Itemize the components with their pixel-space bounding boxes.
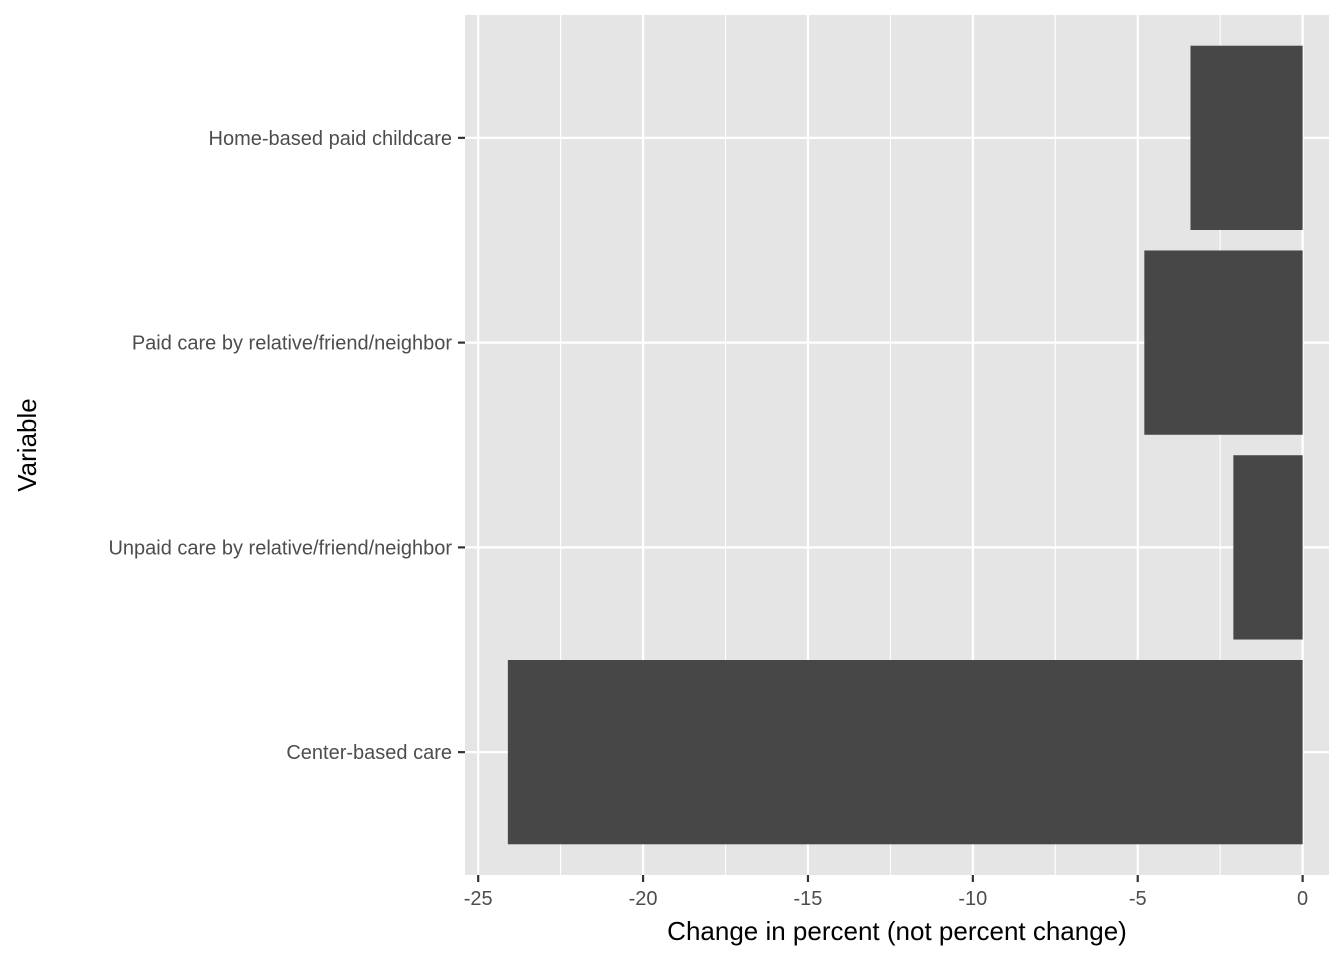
x-tick-label: -15 bbox=[794, 888, 823, 910]
x-tick-label: -25 bbox=[464, 888, 493, 910]
bar bbox=[1144, 250, 1303, 435]
y-axis: Home-based paid childcare Paid care by re… bbox=[108, 128, 465, 764]
x-tick-label: 0 bbox=[1297, 888, 1308, 910]
x-tick-label: -10 bbox=[958, 888, 987, 910]
y-tick-label: Center-based care bbox=[286, 742, 452, 764]
y-tick-label: Paid care by relative/friend/neighbor bbox=[132, 333, 453, 355]
x-axis-title: Change in percent (not percent change) bbox=[667, 916, 1127, 946]
bar bbox=[1190, 45, 1303, 230]
y-axis-title: Variable bbox=[12, 398, 42, 491]
y-tick-label: Unpaid care by relative/friend/neighbor bbox=[108, 537, 452, 559]
y-tick-label: Home-based paid childcare bbox=[209, 128, 452, 150]
x-axis: -25 -20 -15 -10 -5 0 bbox=[464, 875, 1308, 910]
x-tick-label: -5 bbox=[1129, 888, 1147, 910]
bar bbox=[507, 660, 1303, 845]
bars bbox=[507, 45, 1303, 845]
bar bbox=[1233, 455, 1303, 640]
x-tick-label: -20 bbox=[629, 888, 658, 910]
